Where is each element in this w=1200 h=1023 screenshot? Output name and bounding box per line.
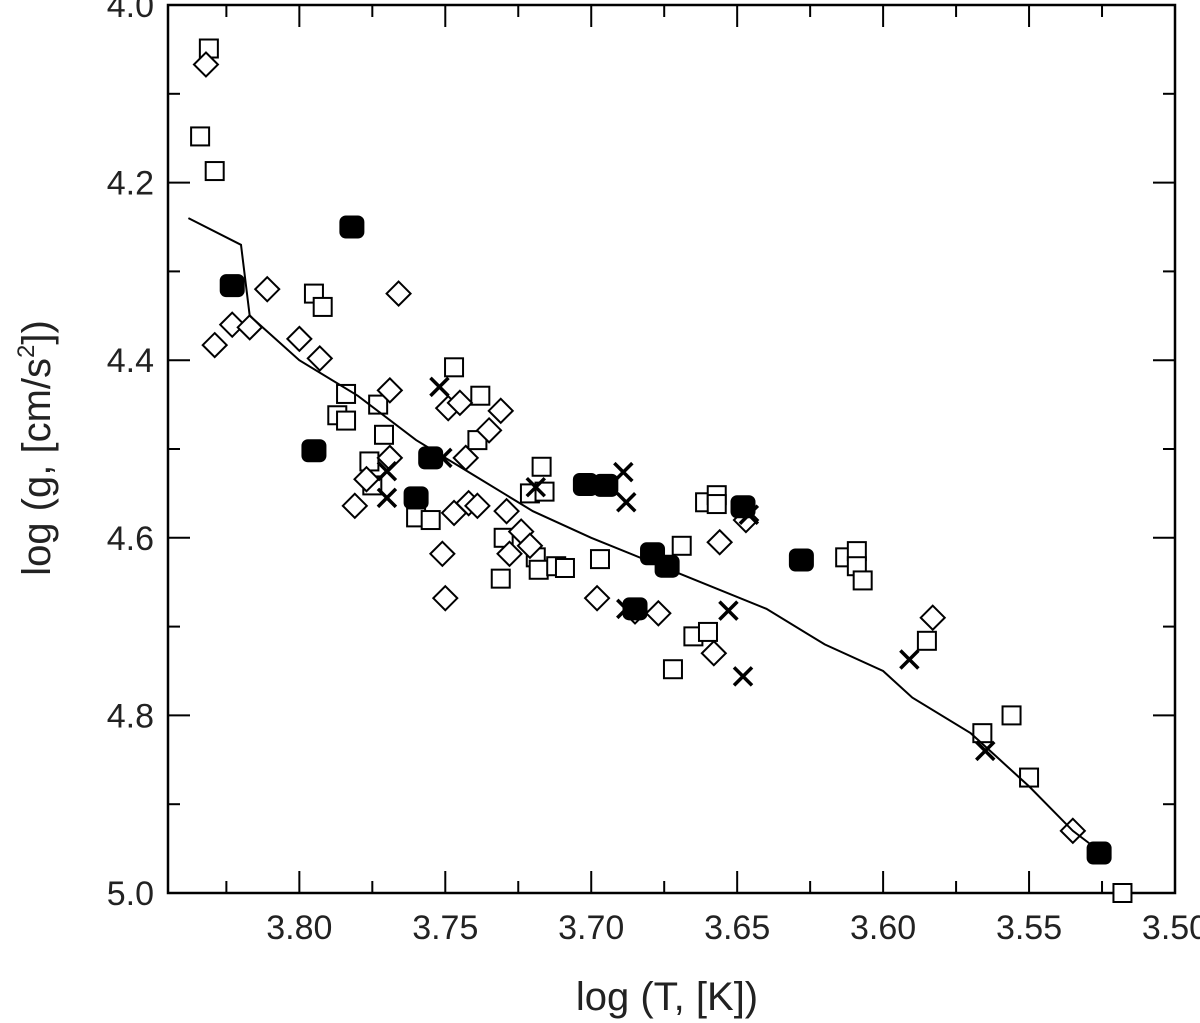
cross-point [899,649,920,670]
series-cross [376,376,996,762]
diamond-point [376,376,404,404]
y-axis-label-prefix: log (g, [cm/s [15,358,59,576]
x-tick-label: 3.60 [850,909,916,947]
filled-point [418,446,444,470]
square-point [534,481,555,502]
series-square-open [190,38,1133,903]
diamond-point [341,492,369,520]
square-point [972,723,993,744]
diamond-point [496,540,523,568]
diamond-point [487,397,515,425]
diamond-point [201,331,229,359]
square-point [470,385,491,406]
x-tick-label: 3.70 [558,909,624,947]
cross-point [429,376,450,398]
cross-point [376,487,398,509]
cross-point [613,461,634,483]
chart-marks [187,38,1133,903]
y-axis-label: log (g, [cm/s2]) [13,320,59,576]
diamond-point [428,540,456,568]
diamond-point [306,345,334,372]
x-tick-label: 3.55 [996,909,1062,947]
y-axis-label-superscript: 2 [13,345,40,358]
square-point [336,410,357,431]
diamond-point [644,599,672,627]
square-point [671,535,692,556]
filled-point [403,486,429,510]
axis-ticks [168,4,1176,894]
square-point [1019,767,1040,788]
x-axis-label: log (T, [K]) [576,975,758,1019]
square-point [373,424,394,445]
cross-point [616,492,637,513]
diamond-point [385,280,413,308]
diamond-point [285,325,313,353]
diamond-point [431,584,459,612]
model-track-line [187,217,1103,854]
square-point [916,630,937,651]
square-point [490,568,511,589]
cross-point [376,460,398,482]
filled-point [339,215,365,239]
square-point [531,456,552,477]
square-point [312,296,333,317]
square-point [697,621,718,642]
diamond-point [236,313,264,341]
filled-point [593,473,619,497]
square-point [528,559,549,580]
square-point [706,494,727,515]
diamond-point [706,528,734,556]
cross-point [718,600,739,621]
diamond-point [192,51,220,78]
x-tick-label: 3.75 [412,909,478,947]
y-tick-label: 4.2 [107,165,154,203]
filled-point [219,274,245,298]
cross-point [732,666,754,687]
y-tick-label: 4.0 [107,0,154,25]
filled-point [301,439,327,463]
diamond-point [463,492,491,520]
diamond-point [700,639,728,667]
square-point [359,451,380,472]
y-axis-label-suffix: ]) [15,320,59,344]
diamond-point [475,416,503,444]
y-tick-label: 4.8 [107,697,154,735]
cross-point [738,504,760,525]
filled-point [788,548,814,572]
series-circle-filled [219,215,1112,865]
y-tick-label: 4.6 [107,520,154,558]
square-point [444,357,465,378]
diamond-point [583,584,611,612]
y-tick-label: 5.0 [107,875,154,913]
square-point [420,510,441,531]
diamond-point [919,604,947,632]
x-tick-label: 3.50 [1142,909,1200,947]
x-tick-label: 3.80 [266,909,332,947]
x-tick-label: 3.65 [704,909,770,947]
series-line [187,217,1103,854]
y-tick-label: 4.4 [107,342,154,380]
square-point [204,161,225,182]
diamond-point [253,275,281,303]
cross-point [616,598,637,620]
square-point [662,659,683,680]
diamond-point [446,389,474,417]
diamond-point [516,532,544,560]
square-point [190,126,211,147]
filled-point [1086,841,1112,865]
filled-point [622,597,648,621]
square-point [554,557,575,578]
diamond-point [493,497,521,525]
series-diamond-open [192,51,1087,845]
square-point [1001,705,1022,726]
square-point [589,549,610,570]
cross-point [525,476,547,498]
cross-point [975,740,996,762]
square-point [852,570,873,591]
diamond-point [353,465,380,493]
diamond-point [218,311,246,339]
square-point [1112,883,1133,903]
tick-labels: 4.0 4.2 4.4 4.6 4.8 5.0 3.80 3.75 3.70 3.65 3.60 3.… [107,0,1200,947]
